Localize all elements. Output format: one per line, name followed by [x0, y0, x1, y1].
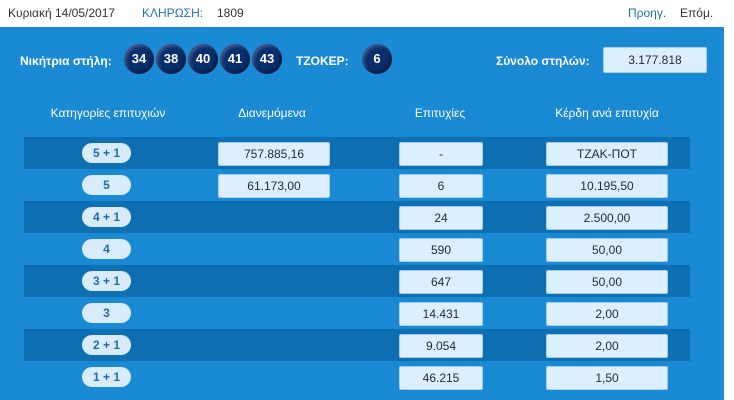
winners-cell: 6: [399, 174, 483, 198]
prize-cell: 50,00: [546, 238, 668, 262]
winning-number-ball: 40: [188, 44, 218, 74]
prize-cell: 10.195,50: [546, 174, 668, 198]
category-pill[interactable]: 4 + 1: [82, 207, 131, 227]
joker-label: ΤΖΟΚΕΡ:: [296, 54, 349, 68]
category-pill[interactable]: 5 + 1: [82, 143, 131, 163]
winners-cell: 590: [399, 238, 483, 262]
category-pill[interactable]: 5: [82, 175, 131, 195]
category-pill[interactable]: 2 + 1: [82, 335, 131, 355]
prize-cell: 50,00: [546, 270, 668, 294]
prize-cell: 1,50: [546, 366, 668, 390]
winners-cell: 14.431: [399, 302, 483, 326]
category-pill[interactable]: 4: [82, 239, 131, 259]
category-pill[interactable]: 1 + 1: [82, 367, 131, 387]
table-row: 5 + 1 757.885,16 - ΤΖΑΚ-ΠΟΤ: [24, 137, 690, 169]
winning-number-ball: 43: [252, 44, 282, 74]
category-pill[interactable]: 3: [82, 303, 131, 323]
table-row: 2 + 1 9.054 2,00: [24, 329, 690, 361]
table-row: 3 14.431 2,00: [24, 297, 690, 329]
table-row: 4 590 50,00: [24, 233, 690, 265]
winning-number-ball: 41: [220, 44, 250, 74]
top-bar: Κυριακή 14/05/2017 ΚΛΗΡΩΣΗ: 1809 Προηγ. …: [0, 0, 734, 27]
previous-draw-link[interactable]: Προηγ.: [628, 6, 667, 20]
column-header-winners: Επιτυχίες: [414, 106, 466, 120]
prize-cell: 2,00: [546, 302, 668, 326]
winning-column-label: Νικήτρια στήλη:: [20, 54, 112, 68]
table-row: 1 + 1 46.215 1,50: [24, 361, 690, 393]
column-header-category: Κατηγορίες επιτυχιών: [50, 106, 166, 120]
draw-date: Κυριακή 14/05/2017: [8, 6, 116, 20]
category-pill[interactable]: 3 + 1: [82, 271, 131, 291]
column-header-distributed: Διανεμόμενα: [238, 106, 306, 120]
winners-cell: 24: [399, 206, 483, 230]
prize-cell: ΤΖΑΚ-ΠΟΤ: [546, 142, 668, 166]
total-columns-label: Σύνολο στηλών:: [496, 54, 590, 68]
distributed-cell: 61.173,00: [218, 174, 330, 198]
winners-cell: -: [399, 142, 483, 166]
winning-number-ball: 34: [124, 44, 154, 74]
winners-cell: 647: [399, 270, 483, 294]
prize-cell: 2.500,00: [546, 206, 668, 230]
joker-number-ball: 6: [362, 44, 392, 74]
winning-number-ball: 38: [156, 44, 186, 74]
winners-cell: 9.054: [399, 334, 483, 358]
next-draw-link[interactable]: Επόμ.: [680, 6, 714, 20]
table-row: 4 + 1 24 2.500,00: [24, 201, 690, 233]
table-row: 5 61.173,00 6 10.195,50: [24, 169, 690, 201]
column-header-prize: Κέρδη ανά επιτυχία: [555, 106, 659, 120]
draw-number: 1809: [217, 6, 244, 20]
results-panel: Νικήτρια στήλη: 34 38 40 41 43 ΤΖΟΚΕΡ: 6…: [0, 27, 724, 400]
draw-label: ΚΛΗΡΩΣΗ:: [142, 6, 204, 20]
distributed-cell: 757.885,16: [218, 142, 330, 166]
table-row: 3 + 1 647 50,00: [24, 265, 690, 297]
total-columns-value: 3.177.818: [603, 47, 707, 73]
prize-cell: 2,00: [546, 334, 668, 358]
winners-cell: 46.215: [399, 366, 483, 390]
